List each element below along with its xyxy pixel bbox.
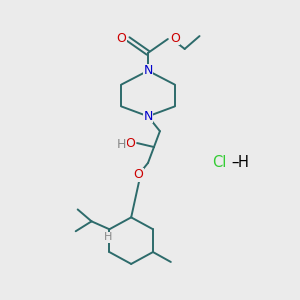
Text: O: O: [133, 168, 143, 181]
Text: N: N: [143, 64, 153, 77]
Text: H: H: [104, 232, 112, 242]
Text: H: H: [117, 138, 126, 151]
Text: H: H: [237, 155, 248, 170]
Text: O: O: [170, 32, 180, 44]
Text: O: O: [125, 136, 135, 150]
Text: N: N: [143, 110, 153, 123]
Text: Cl: Cl: [212, 155, 227, 170]
Text: O: O: [116, 32, 126, 44]
Text: –: –: [227, 155, 245, 170]
